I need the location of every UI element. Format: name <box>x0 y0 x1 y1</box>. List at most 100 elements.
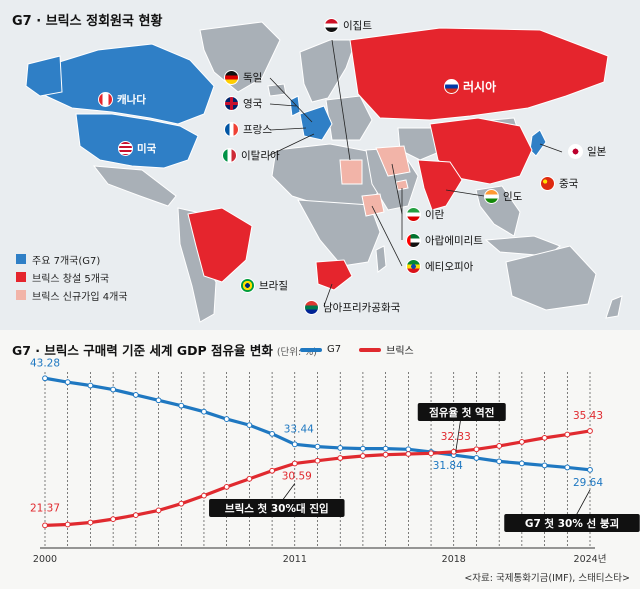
country-label: 남아프리카공화국 <box>323 302 401 314</box>
data-point <box>155 507 162 514</box>
data-point <box>428 450 434 457</box>
data-point <box>223 416 230 422</box>
data-point <box>42 375 48 382</box>
egypt-shape <box>339 159 363 185</box>
egypt-flag-icon <box>324 18 339 33</box>
data-point <box>496 443 503 449</box>
map-legend: 주요 7개국(G7) 브릭스 창설 5개국 브릭스 신규가입 4개국 <box>16 250 128 304</box>
annotation-box <box>417 403 506 421</box>
country-label: 브라질 <box>259 280 288 292</box>
x-tick-label: 2011 <box>283 554 307 565</box>
country-egypt: 이집트 <box>324 18 372 33</box>
brazil-flag-icon <box>240 278 255 293</box>
france-flag-icon <box>224 122 239 137</box>
legend-item-brics-founding: 브릭스 창설 5개국 <box>16 268 128 286</box>
data-point <box>564 464 571 471</box>
india-flag-icon <box>484 189 499 204</box>
data-point <box>246 422 253 429</box>
canada-flag-icon <box>98 92 113 107</box>
country-italy: 이탈리아 <box>222 148 280 163</box>
country-label: 프랑스 <box>243 124 272 136</box>
country-label: 일본 <box>587 146 607 158</box>
madagascar-shape <box>375 245 387 273</box>
data-point <box>110 386 117 393</box>
data-point <box>360 445 366 452</box>
alaska-shape <box>25 55 63 97</box>
east-europe-shape <box>325 95 373 141</box>
country-label: 이란 <box>425 209 445 221</box>
data-point <box>178 500 185 507</box>
x-tick-label: 2000 <box>33 554 57 565</box>
data-point <box>132 392 139 398</box>
data-point <box>42 522 48 529</box>
data-point <box>382 445 389 452</box>
legend-line-swatch <box>359 347 382 352</box>
legend-label: 주요 7개국(G7) <box>32 255 101 267</box>
world-map <box>25 21 623 323</box>
country-label: 러시아 <box>463 80 497 94</box>
data-point <box>473 446 480 453</box>
data-point <box>382 451 389 458</box>
central-america-shape <box>92 165 177 207</box>
data-point <box>269 467 275 474</box>
country-india: 인도 <box>484 189 522 204</box>
data-point <box>246 475 253 482</box>
data-point <box>518 460 525 467</box>
legend-swatch <box>16 254 26 264</box>
data-point <box>132 512 139 518</box>
country-label: 독일 <box>243 72 263 84</box>
annotation-text: 브릭스 첫 30%대 진입 <box>225 502 329 515</box>
country-canada: 캐나다 <box>98 92 146 107</box>
data-point <box>564 431 571 438</box>
india-shape <box>417 159 463 211</box>
data-label: 33.44 <box>284 423 314 435</box>
data-point <box>291 460 298 467</box>
japan-flag-icon <box>568 144 583 159</box>
legend-series-label: G7 <box>327 344 342 355</box>
data-point <box>269 430 275 437</box>
legend-series-label: 브릭스 <box>386 346 414 357</box>
data-point <box>64 379 71 386</box>
country-russia: 러시아 <box>444 78 496 95</box>
data-point <box>473 455 480 461</box>
data-point <box>541 434 548 441</box>
data-label: 31.84 <box>433 460 463 472</box>
country-label: 캐나다 <box>117 94 146 106</box>
map-title: G7 · 브릭스 정회원국 현황 <box>12 14 163 29</box>
country-germany: 독일 <box>224 70 262 85</box>
usa-shape <box>75 113 199 169</box>
ethiopia-shape <box>361 193 385 217</box>
canada-shape <box>39 43 215 125</box>
iceland-shape <box>267 83 287 97</box>
china-flag-icon <box>540 176 555 191</box>
scandinavia-shape <box>299 39 357 103</box>
uae-shape <box>395 179 409 191</box>
data-label: 29.64 <box>573 477 603 489</box>
legend-item-g7-line: G7 <box>300 344 341 355</box>
russia-flag-icon <box>444 79 459 94</box>
country-label: 영국 <box>243 98 263 110</box>
data-point <box>337 445 344 451</box>
brazil-shape <box>187 207 253 283</box>
legend-swatch <box>16 272 26 282</box>
data-point <box>360 453 366 459</box>
country-label: 에티오피아 <box>425 261 474 273</box>
data-point <box>314 443 321 450</box>
data-label: 43.28 <box>30 357 60 369</box>
data-point <box>450 448 457 455</box>
country-japan: 일본 <box>568 144 606 159</box>
country-label: 미국 <box>137 143 157 155</box>
country-south-africa: 남아프리카공화국 <box>304 300 400 315</box>
ethiopia-flag-icon <box>406 259 421 274</box>
country-ethiopia: 에티오피아 <box>406 259 473 274</box>
legend-item-g7: 주요 7개국(G7) <box>16 250 128 268</box>
italy-flag-icon <box>222 148 237 163</box>
russia-shape <box>349 27 609 121</box>
x-tick-label: 2024년 <box>574 554 607 565</box>
country-label: 이탈리아 <box>241 150 280 162</box>
map-panel: G7 · 브릭스 정회원국 현황 캐나다 미국 독일 영국 프랑스 이탈리아 일… <box>0 0 640 330</box>
data-point <box>110 516 117 523</box>
country-uk: 영국 <box>224 96 262 111</box>
legend-label: 브릭스 신규가입 4개국 <box>32 291 128 303</box>
